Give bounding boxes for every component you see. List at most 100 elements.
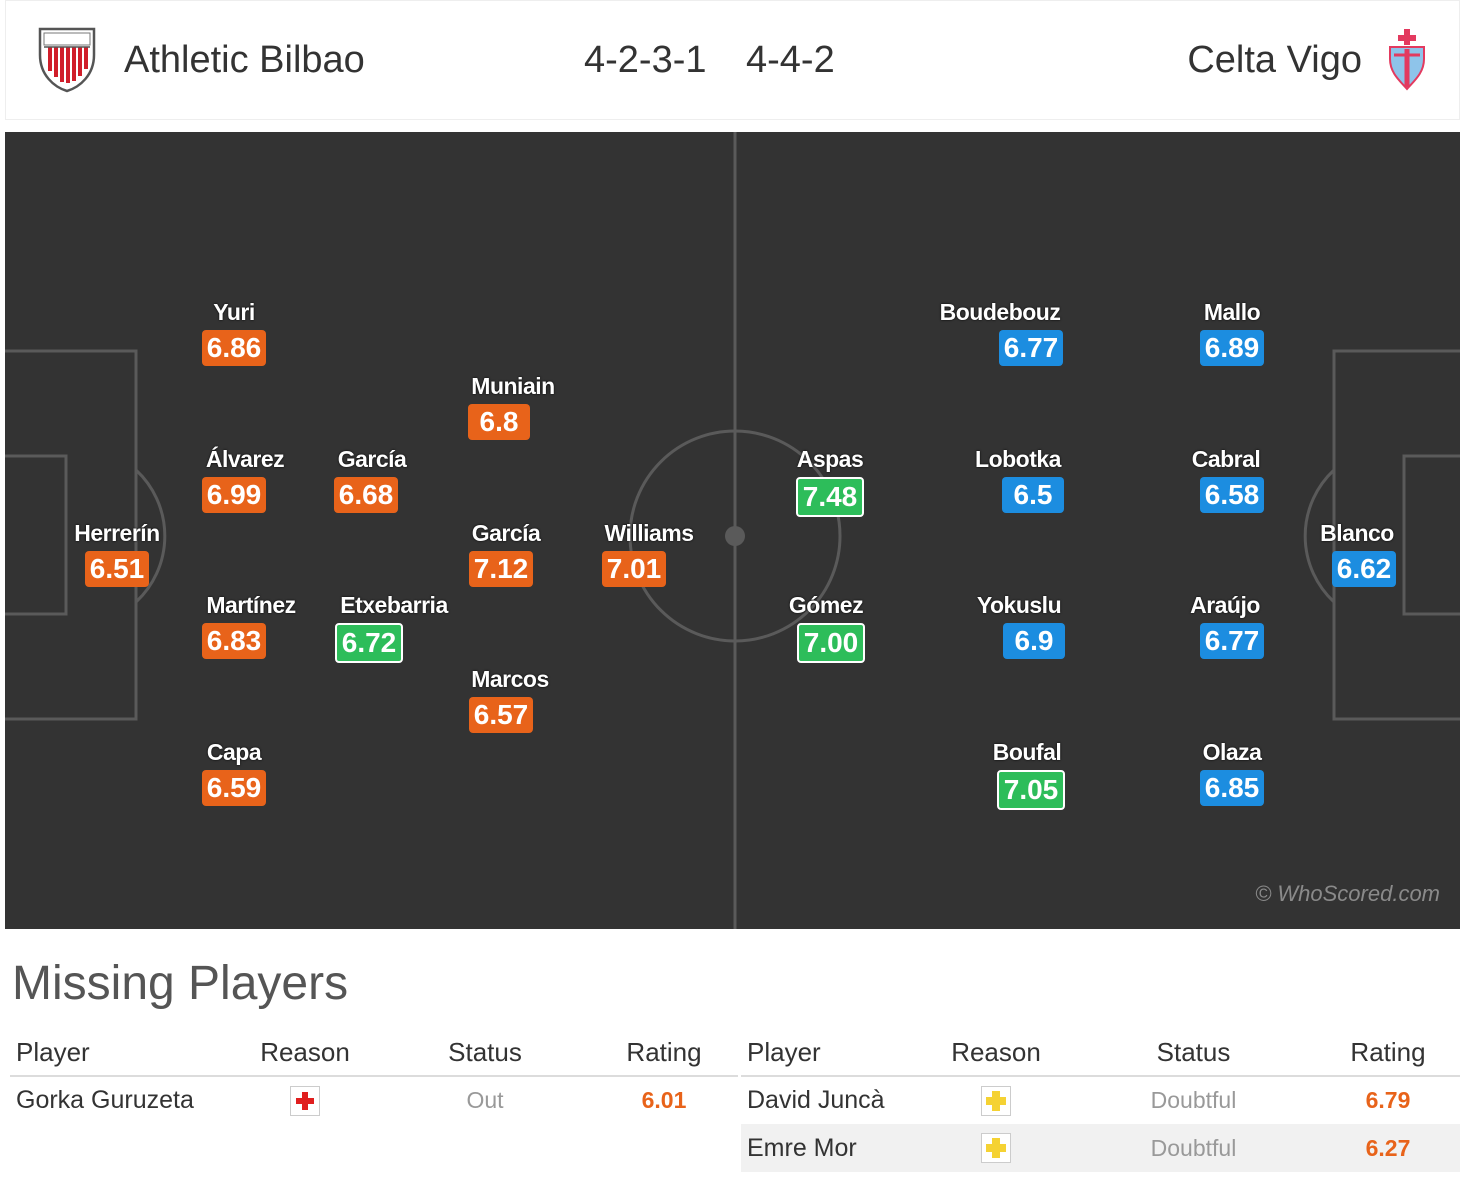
home-player-alvarez[interactable]: Álvarez 6.99 <box>165 446 325 513</box>
home-player-etxebarria[interactable]: Etxebarria 6.72 <box>314 592 474 663</box>
player-name: Blanco <box>1320 520 1394 546</box>
away-player-olaza[interactable]: Olaza 6.85 <box>1152 739 1312 806</box>
player-name: Mallo <box>1203 299 1261 325</box>
player-name: Lobotka <box>975 446 1061 472</box>
player-name: Aspas <box>796 446 864 472</box>
player-name: Muniain <box>471 373 555 399</box>
home-formation: 4-2-3-1 <box>584 39 707 81</box>
missing-status: Doubtful <box>1071 1124 1316 1172</box>
player-name: Gómez <box>788 592 864 618</box>
player-rating: 6.68 <box>333 477 399 513</box>
column-header-rating[interactable]: Rating <box>1316 1030 1460 1077</box>
away-player-boudebouz[interactable]: Boudebouz 6.77 <box>920 299 1080 366</box>
player-name: Yokuslu <box>976 592 1062 618</box>
table-row: Gorka Guruzeta Out 6.01 <box>10 1076 738 1124</box>
away-player-mallo[interactable]: Mallo 6.89 <box>1152 299 1312 366</box>
away-player-yokuslu[interactable]: Yokuslu 6.9 <box>939 592 1099 659</box>
player-name: Boudebouz <box>939 299 1061 325</box>
home-player-muniain[interactable]: Muniain 6.8 <box>433 373 593 440</box>
missing-player-name[interactable]: Gorka Guruzeta <box>16 1086 194 1114</box>
player-rating: 7.00 <box>796 623 866 663</box>
player-rating: 6.58 <box>1199 477 1265 513</box>
player-rating: 7.48 <box>795 477 865 517</box>
player-name: Araújo <box>1190 592 1260 618</box>
player-rating: 6.89 <box>1199 330 1265 366</box>
player-rating: 6.83 <box>201 623 267 659</box>
doubtful-icon[interactable] <box>981 1085 1011 1116</box>
player-rating: 6.99 <box>201 477 267 513</box>
column-header-status[interactable]: Status <box>380 1030 590 1077</box>
player-rating: 6.9 <box>1003 623 1065 659</box>
celta-vigo-crest-icon <box>1389 29 1425 91</box>
player-name: Cabral <box>1191 446 1261 472</box>
missing-reason <box>230 1076 380 1124</box>
column-header-rating[interactable]: Rating <box>590 1030 738 1077</box>
away-player-lobotka[interactable]: Lobotka 6.5 <box>938 446 1098 513</box>
column-header-reason[interactable]: Reason <box>230 1030 380 1077</box>
home-player-garcia-dm[interactable]: García 6.68 <box>292 446 452 513</box>
table-row: Emre Mor Doubtful 6.27 <box>741 1124 1460 1172</box>
home-team-name[interactable]: Athletic Bilbao <box>124 39 365 81</box>
player-rating: 6.8 <box>468 404 530 440</box>
player-name: García <box>337 446 407 472</box>
missing-rating: 6.01 <box>641 1087 687 1113</box>
player-rating: 6.57 <box>468 697 534 733</box>
player-rating: 6.62 <box>1331 551 1397 587</box>
player-name: Marcos <box>471 666 549 692</box>
home-player-martinez[interactable]: Martínez 6.83 <box>171 592 331 659</box>
player-name: Etxebarria <box>340 592 448 618</box>
home-player-garcia-am[interactable]: García 7.12 <box>426 520 586 587</box>
home-player-marcos[interactable]: Marcos 6.57 <box>430 666 590 733</box>
table-header-row: Player Reason Status Rating <box>741 1030 1460 1077</box>
player-name: Yuri <box>213 299 255 325</box>
player-rating: 7.12 <box>468 551 534 587</box>
missing-player-name[interactable]: Emre Mor <box>741 1124 921 1172</box>
home-player-capa[interactable]: Capa 6.59 <box>154 739 314 806</box>
missing-player-name[interactable]: David Juncà <box>747 1086 885 1114</box>
away-player-araujo[interactable]: Araújo 6.77 <box>1145 592 1305 659</box>
player-name: Boufal <box>992 739 1062 765</box>
away-player-blanco[interactable]: Blanco 6.62 <box>1277 520 1437 587</box>
player-rating: 6.59 <box>201 770 267 806</box>
player-name: Álvarez <box>205 446 285 472</box>
watermark: © WhoScored.com <box>1255 881 1440 906</box>
table-row: David Juncà Doubtful 6.79 <box>741 1076 1460 1124</box>
home-player-herrerin[interactable]: Herrerín 6.51 <box>37 520 197 587</box>
away-team-name[interactable]: Celta Vigo <box>1187 39 1362 81</box>
player-rating: 6.85 <box>1199 770 1265 806</box>
pitch: Herrerín 6.51 Yuri 6.86 Álvarez 6.99 Mar… <box>5 132 1460 929</box>
away-formation: 4-4-2 <box>746 39 835 81</box>
missing-status: Out <box>466 1087 504 1113</box>
player-rating: 6.77 <box>1199 623 1265 659</box>
away-player-gomez[interactable]: Gómez 7.00 <box>746 592 906 663</box>
player-rating: 6.72 <box>334 623 404 663</box>
player-name: Martínez <box>206 592 296 618</box>
athletic-bilbao-crest-icon <box>38 27 96 93</box>
away-player-aspas[interactable]: Aspas 7.48 <box>750 446 910 517</box>
table-header-row: Player Reason Status Rating <box>10 1030 738 1077</box>
player-rating: 7.05 <box>996 770 1066 810</box>
away-player-cabral[interactable]: Cabral 6.58 <box>1146 446 1306 513</box>
missing-reason <box>921 1124 1071 1172</box>
missing-rating: 6.27 <box>1316 1124 1460 1172</box>
player-rating: 6.86 <box>201 330 267 366</box>
player-rating: 6.77 <box>998 330 1064 366</box>
injury-icon[interactable] <box>290 1085 320 1116</box>
player-name: Olaza <box>1202 739 1262 765</box>
column-header-status[interactable]: Status <box>1071 1030 1316 1077</box>
match-header: Athletic Bilbao 4-2-3-1 4-4-2 Celta Vigo <box>5 0 1460 120</box>
player-rating: 6.51 <box>84 551 150 587</box>
column-header-player[interactable]: Player <box>741 1030 921 1077</box>
player-rating: 6.5 <box>1002 477 1064 513</box>
home-player-yuri[interactable]: Yuri 6.86 <box>154 299 314 366</box>
missing-rating: 6.79 <box>1365 1087 1411 1113</box>
column-header-reason[interactable]: Reason <box>921 1030 1071 1077</box>
doubtful-icon[interactable] <box>981 1133 1011 1164</box>
away-player-boufal[interactable]: Boufal 7.05 <box>947 739 1107 810</box>
player-name: Herrerín <box>74 520 160 546</box>
player-name: García <box>471 520 541 546</box>
missing-reason <box>921 1076 1071 1124</box>
home-player-williams[interactable]: Williams 7.01 <box>569 520 729 587</box>
player-rating: 7.01 <box>601 551 667 587</box>
column-header-player[interactable]: Player <box>10 1030 230 1077</box>
